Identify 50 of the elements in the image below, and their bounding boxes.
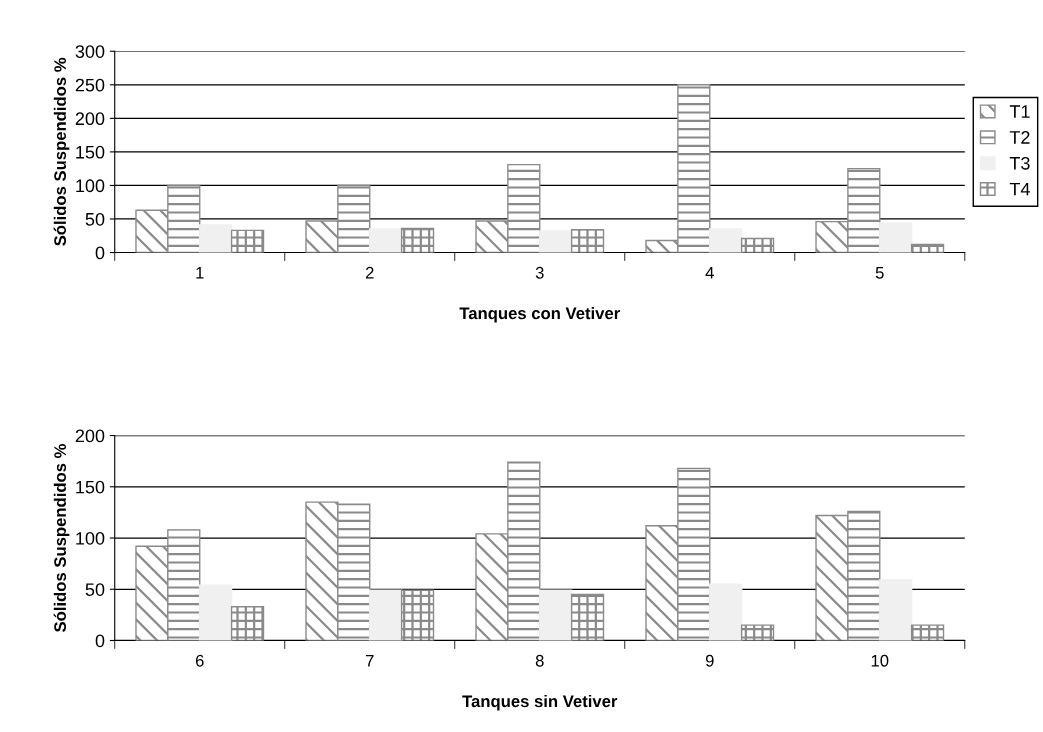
y-tick-label: 50 [85,583,105,596]
x-tick-label: 3 [535,266,544,279]
bar [740,237,775,253]
y-tick-label: 0 [95,634,105,648]
bar [709,583,743,641]
legend-label: T2 [1009,131,1030,144]
y-axis-title: Sólidos Suspendidos % [53,444,70,632]
legend-label: T1 [1009,105,1030,118]
bar [570,229,605,253]
bar [369,589,403,641]
x-tick-label: 4 [705,267,714,279]
y-tick-label: 100 [76,531,105,545]
y-tick-label: 200 [75,429,105,443]
bar [709,228,743,253]
bar [400,589,435,641]
y-tick-label: 150 [76,145,105,159]
x-tick-label: 2 [365,266,374,279]
x-tick-label: 8 [535,654,544,667]
bar [400,227,435,253]
y-tick-label: 300 [75,45,105,58]
bar [879,579,913,641]
legend-label: T3 [1009,156,1030,170]
y-tick-label: 50 [85,212,105,226]
bar [879,222,913,253]
bar [199,584,233,641]
bar [199,224,233,253]
y-tick-label: 250 [75,78,105,92]
x-tick-label: 5 [875,267,884,279]
bar [570,593,605,641]
x-axis-title: Tanques sin Vetiver [462,694,618,711]
bar [539,230,573,253]
x-tick-label: 9 [705,654,714,667]
x-tick-label: 6 [195,654,204,667]
bar [910,624,945,641]
x-axis-title: Tanques con Vetiver [459,306,620,323]
x-tick-label: 10 [871,654,889,667]
y-tick-label: 100 [76,179,105,193]
bar [740,624,775,641]
y-tick-label: 200 [75,112,105,126]
y-tick-label: 0 [95,246,105,260]
y-tick-label: 150 [76,480,105,494]
bar [539,589,573,641]
bar [230,605,265,641]
bar [910,243,945,253]
bar [369,228,403,253]
x-tick-label: 1 [196,267,204,279]
legend-label: T4 [1009,182,1030,196]
bar [230,229,265,253]
y-axis-title: Sólidos Suspendidos % [53,57,70,246]
x-tick-label: 7 [365,655,374,667]
